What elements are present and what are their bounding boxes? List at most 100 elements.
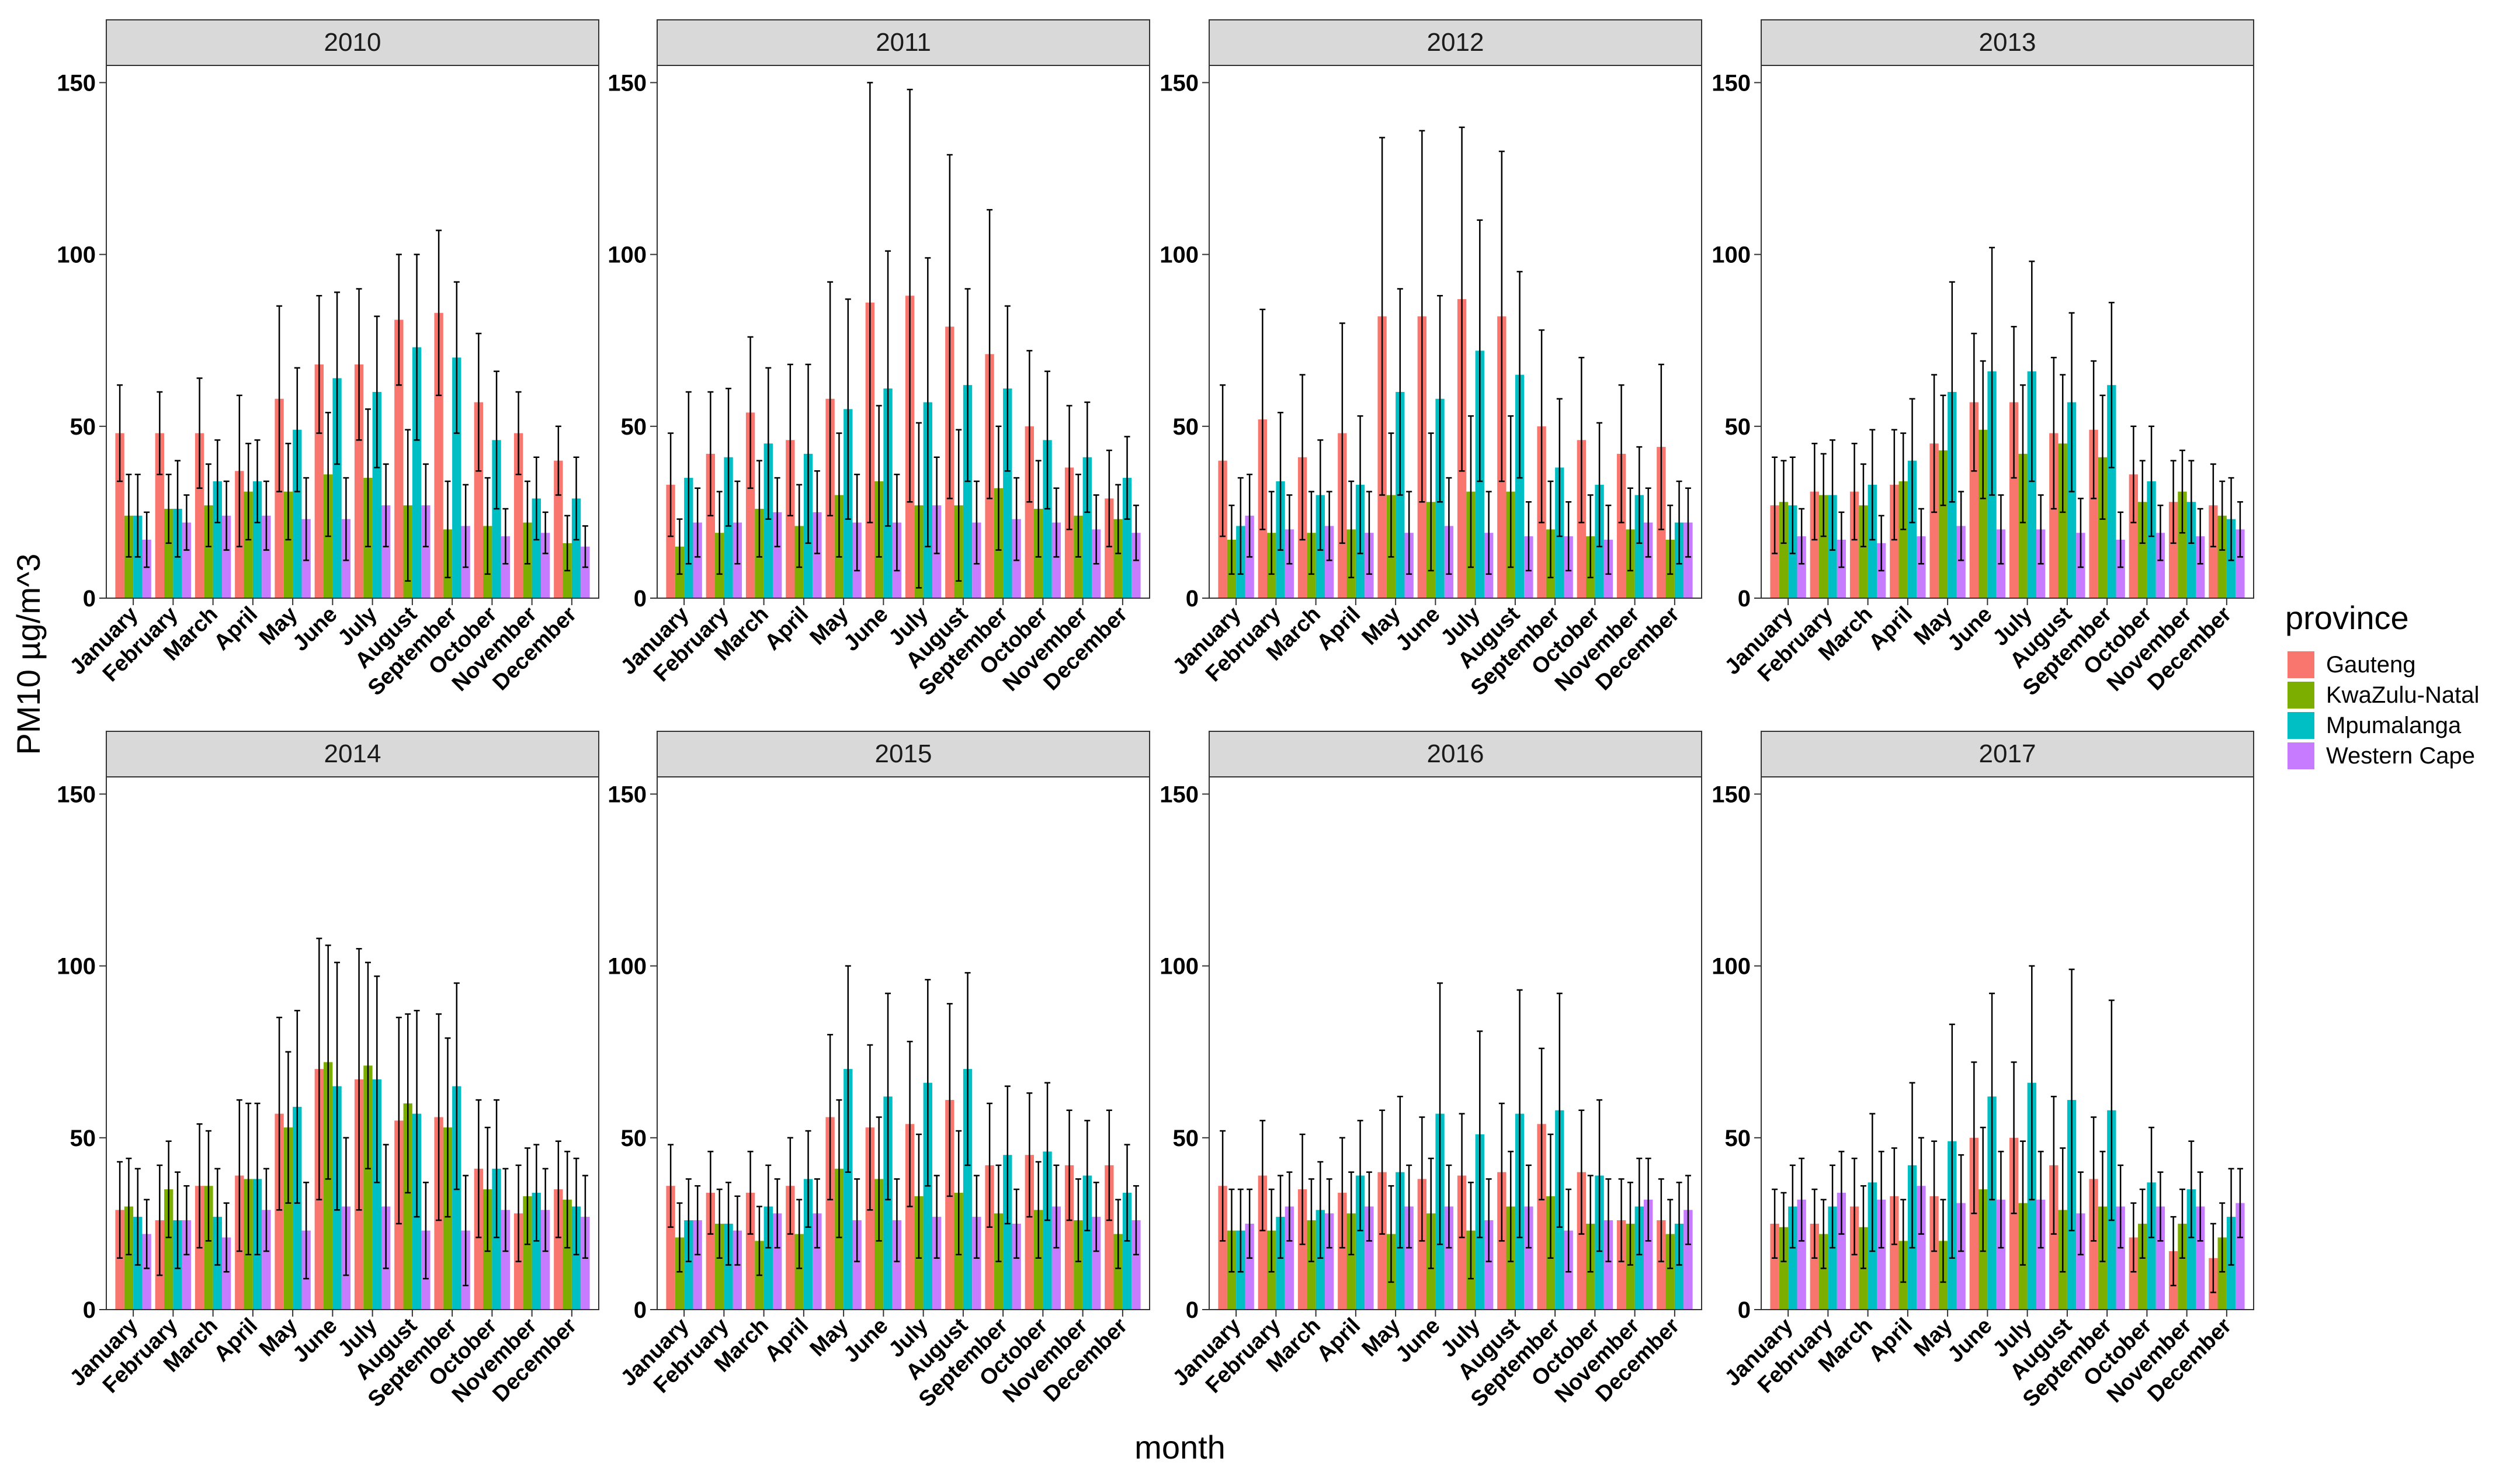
bar (195, 433, 204, 598)
facet-strip-label: 2012 (1427, 28, 1484, 57)
bar (2129, 474, 2139, 598)
bar (563, 1199, 572, 1310)
bar (262, 515, 271, 598)
y-tick-label: 100 (1712, 242, 1751, 268)
x-tick-label: June (1391, 1314, 1445, 1367)
bar (2107, 385, 2116, 598)
bar (164, 1189, 173, 1310)
bar (1797, 1199, 1806, 1310)
bar (923, 1082, 932, 1310)
facet-strip (1209, 731, 1702, 777)
bar (283, 491, 293, 598)
legend-label: Mpumalanga (2326, 713, 2462, 738)
bar (772, 512, 782, 598)
y-tick-label: 150 (57, 70, 96, 96)
bar (724, 1223, 733, 1310)
bar (1285, 1206, 1294, 1310)
bar (1355, 1175, 1365, 1310)
bar (1684, 1210, 1693, 1310)
facet-strip (657, 731, 1150, 777)
bar (501, 1210, 511, 1310)
y-tick-label: 0 (83, 586, 96, 612)
y-tick-label: 150 (1712, 782, 1751, 807)
bar (1025, 1155, 1035, 1310)
y-tick-label: 100 (608, 954, 647, 980)
facet-strip (657, 19, 1150, 66)
bar (2076, 1213, 2085, 1310)
facet-panel: 2010050100150JanuaryFebruaryMarchAprilMa… (57, 19, 599, 700)
bar (142, 1234, 151, 1310)
bar (2116, 539, 2125, 598)
bar (1524, 1206, 1533, 1310)
y-tick-label: 0 (83, 1297, 96, 1323)
legend-title: province (2285, 599, 2409, 636)
bar (1917, 536, 1926, 598)
y-tick-label: 100 (1712, 954, 1751, 980)
facet-strip-label: 2016 (1427, 739, 1484, 768)
y-tick-label: 50 (1725, 1126, 1751, 1151)
legend-label: Gauteng (2326, 652, 2415, 678)
facet-panel: 2012050100150JanuaryFebruaryMarchAprilMa… (1160, 19, 1702, 700)
bar (2178, 491, 2187, 598)
y-tick-label: 100 (57, 242, 96, 268)
bar (1043, 1151, 1052, 1310)
bar (2129, 1237, 2139, 1310)
x-tick-label: April (760, 1314, 813, 1367)
bar (1113, 1234, 1123, 1310)
bar (1324, 1213, 1334, 1310)
bar (1969, 402, 1979, 598)
bar (745, 412, 755, 598)
bar (2009, 402, 2019, 598)
facet-strip (106, 731, 599, 777)
bar (706, 1192, 716, 1310)
legend: province Gauteng KwaZulu-Natal Mpumalanga W… (2285, 599, 2479, 769)
bar (2027, 371, 2036, 598)
bar (905, 1124, 915, 1310)
y-axis-title: PM10 µg/m^3 (10, 554, 47, 755)
y-tick-label: 100 (1160, 954, 1199, 980)
bar (693, 1220, 702, 1310)
bar (1929, 1196, 1939, 1310)
bar (244, 491, 253, 598)
bar (2018, 453, 2028, 598)
y-tick-label: 50 (1173, 414, 1199, 440)
bar (252, 481, 262, 598)
facet-panel: 2015050100150JanuaryFebruaryMarchAprilMa… (608, 731, 1150, 1412)
bar (1819, 495, 1828, 598)
bar (2049, 1165, 2059, 1310)
bar (115, 433, 124, 598)
x-tick-label: April (1312, 1314, 1365, 1367)
bar (1307, 1220, 1316, 1310)
bar (1537, 1124, 1546, 1310)
bar (2168, 502, 2178, 598)
bar (1377, 1172, 1387, 1310)
bar (825, 1117, 835, 1310)
facet-panel: 2014050100150JanuaryFebruaryMarchAprilMa… (57, 731, 599, 1412)
bar (1810, 1223, 1820, 1310)
bar (813, 512, 822, 598)
bar (1218, 1186, 1227, 1310)
bar (786, 1186, 795, 1310)
y-tick-label: 50 (1725, 414, 1751, 440)
bar (1245, 1223, 1254, 1310)
bar (1956, 1203, 1966, 1310)
bar (2058, 443, 2067, 598)
bar (2217, 515, 2227, 598)
panel-border (106, 65, 599, 599)
bar (2186, 1189, 2196, 1310)
y-tick-label: 100 (57, 954, 96, 980)
bar (372, 1079, 381, 1310)
bar (1051, 522, 1061, 598)
bar (2009, 1137, 2019, 1310)
bar (443, 1127, 453, 1310)
x-axis-title: month (1134, 1429, 1226, 1466)
bar (883, 1096, 893, 1310)
bar (1082, 457, 1092, 598)
panel-border (657, 776, 1150, 1310)
panel-border (1209, 776, 1702, 1310)
bar (2089, 1179, 2098, 1310)
bar (182, 1220, 192, 1310)
bar (684, 1220, 693, 1310)
bar (852, 1220, 862, 1310)
bar (1258, 1175, 1268, 1310)
